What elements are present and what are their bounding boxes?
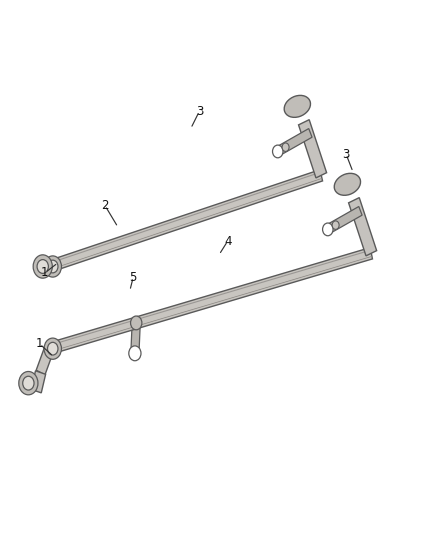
Polygon shape	[326, 206, 362, 233]
Text: 1: 1	[41, 266, 49, 279]
Circle shape	[322, 223, 333, 236]
Circle shape	[282, 143, 289, 151]
Text: 1: 1	[36, 337, 43, 350]
Circle shape	[44, 256, 61, 277]
Polygon shape	[48, 247, 372, 354]
Ellipse shape	[284, 95, 311, 117]
Circle shape	[44, 338, 61, 359]
Text: 3: 3	[196, 104, 203, 118]
Circle shape	[37, 260, 48, 273]
Text: 3: 3	[343, 148, 350, 160]
Text: 2: 2	[101, 199, 109, 212]
Circle shape	[272, 145, 283, 158]
Text: 5: 5	[130, 271, 137, 284]
Polygon shape	[31, 371, 46, 393]
Circle shape	[129, 346, 141, 361]
Polygon shape	[131, 322, 140, 353]
Circle shape	[332, 221, 339, 229]
Polygon shape	[48, 169, 322, 272]
Circle shape	[131, 316, 142, 330]
Text: 4: 4	[224, 235, 231, 247]
Ellipse shape	[334, 173, 360, 195]
Polygon shape	[349, 198, 377, 256]
Circle shape	[19, 372, 38, 395]
Circle shape	[47, 342, 58, 355]
Circle shape	[33, 255, 52, 278]
Circle shape	[47, 260, 58, 273]
Polygon shape	[276, 128, 312, 156]
Polygon shape	[299, 120, 327, 178]
Polygon shape	[36, 346, 53, 375]
Circle shape	[23, 376, 34, 390]
